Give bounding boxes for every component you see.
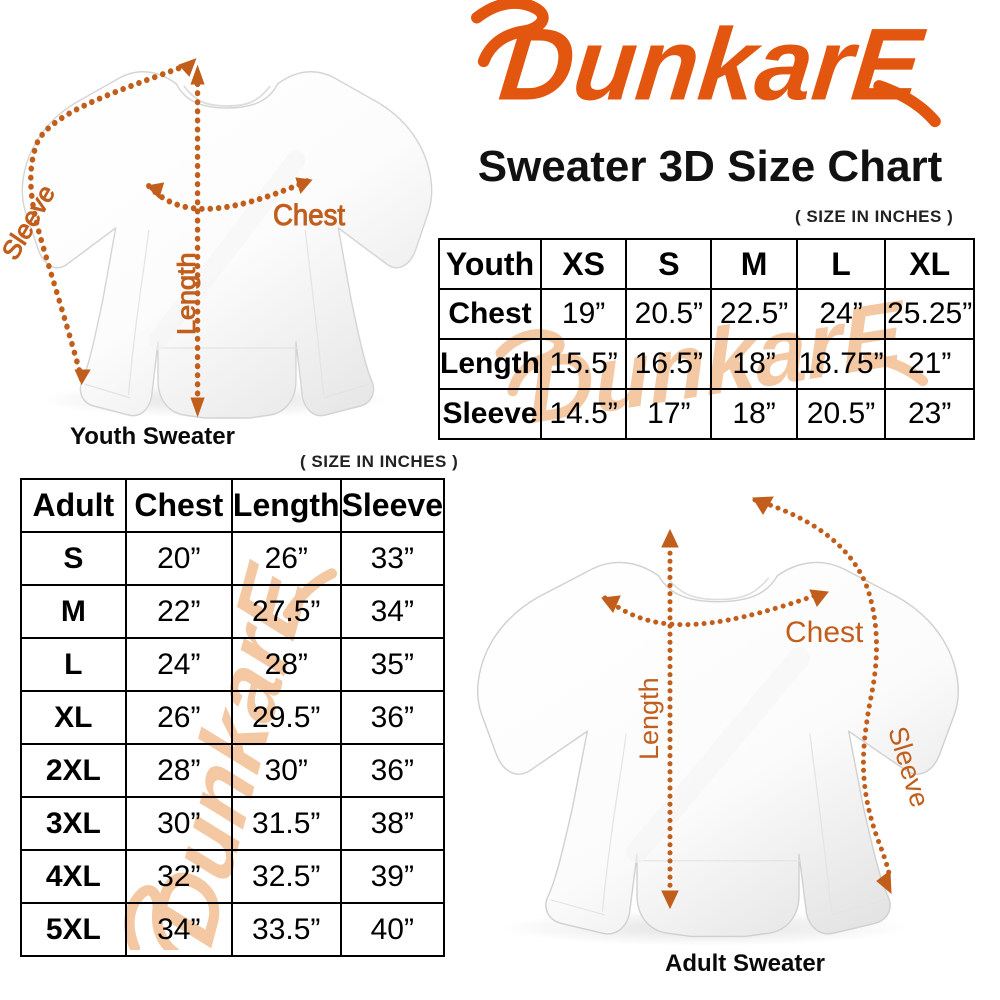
svg-text:Chest: Chest (785, 616, 864, 649)
svg-text:DunkarE: DunkarE (495, 7, 930, 122)
svg-text:Chest: Chest (273, 199, 345, 232)
svg-text:Length: Length (634, 677, 664, 760)
svg-text:Length: Length (174, 252, 201, 335)
